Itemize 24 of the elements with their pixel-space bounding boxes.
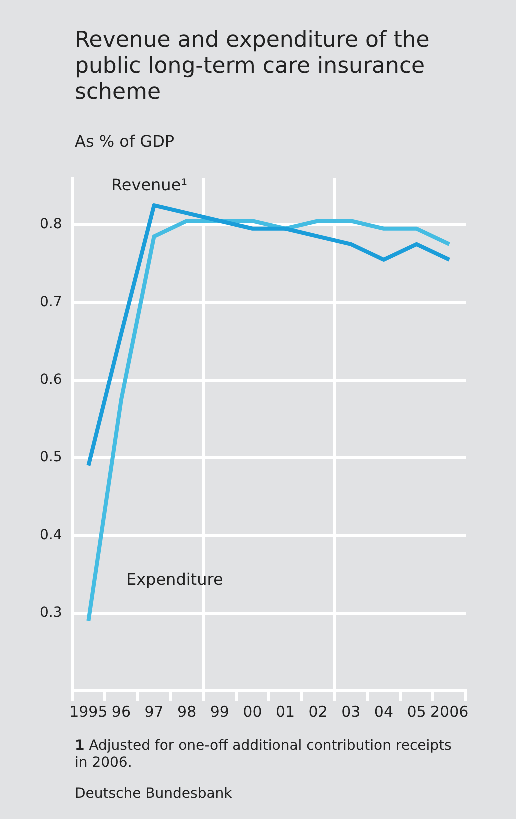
x-tick-label: 97 — [144, 702, 164, 721]
x-tick-label: 03 — [342, 702, 361, 721]
x-tick-label: 01 — [276, 702, 296, 721]
x-tick-label: 05 — [407, 702, 426, 721]
text: 1 Adjusted for one-off additional contribution receipts in 2006. — [75, 738, 452, 771]
y-tick-label: 0.4 — [40, 527, 62, 544]
x-tick-label: 98 — [178, 702, 197, 721]
x-tick-label: 04 — [374, 702, 394, 721]
y-tick-label: 0.3 — [40, 604, 62, 621]
chart-title: Revenue and expenditure of the public long-term care insurance scheme — [75, 28, 431, 106]
y-tick-label: 0.6 — [40, 372, 62, 388]
series-label: Expenditure — [126, 570, 224, 590]
x-tick-label: 99 — [210, 702, 230, 721]
text: Deutsche Bundesbank — [75, 786, 234, 803]
x-tick-label: 96 — [112, 702, 132, 721]
x-tick-label: 2006 — [430, 702, 469, 721]
y-tick-label: 0.7 — [40, 294, 62, 310]
y-axis-title: As % of GDP — [75, 132, 175, 151]
y-tick-label: 0.5 — [40, 450, 62, 466]
y-tick-label: 0.8 — [40, 216, 62, 233]
x-tick-label: 00 — [243, 702, 262, 721]
x-tick-label: 1995 — [70, 702, 108, 721]
series-label: Revenue¹ — [111, 176, 188, 195]
x-tick-label: 02 — [308, 702, 328, 721]
